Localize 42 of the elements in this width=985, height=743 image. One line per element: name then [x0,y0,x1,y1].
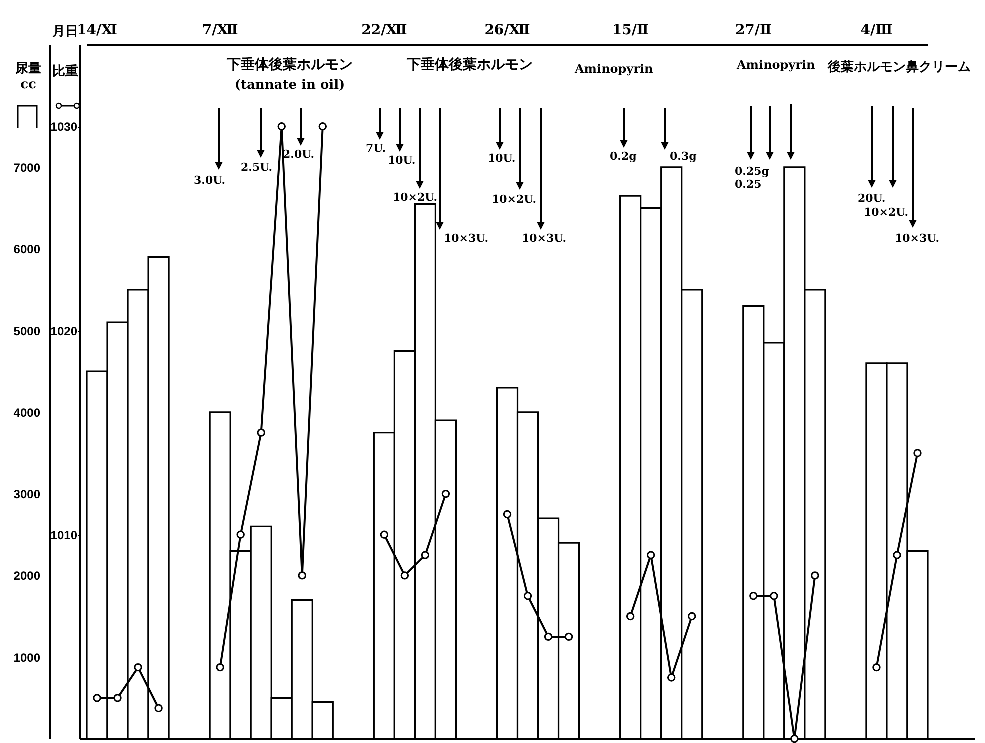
annotation: 10×3U. [522,232,567,245]
x-tick-label: 4/Ⅲ [860,22,893,38]
y-tick-label: 5000 [14,324,41,338]
annotation: 10×2U. [393,191,438,204]
annotation: 0.25 [735,178,762,191]
x-tick-label: 27/Ⅱ [735,22,772,38]
annotation: 20U. [858,192,886,205]
annotation: 10×2U. [492,193,537,206]
y-tick-label: 6000 [14,242,41,257]
x-tick-label: 26/Ⅻ [484,22,530,38]
annotation: 0.25g [735,165,770,178]
annotation: 3.0U. [194,174,226,187]
annotation: Aminopyrin [575,62,654,76]
y2-axis-title: 比重 [52,64,78,80]
x-tick-label: 7/Ⅻ [202,22,238,38]
annotation: 下垂体後葉ホルモン [227,56,353,74]
annotation: 10U. [488,152,516,165]
y-axis-title: 尿量 cc [14,62,42,92]
annotation: 10×3U. [895,232,940,245]
x-tick-label: 14/Ⅺ [77,22,118,38]
annotation: 7U. [366,142,386,155]
y2-tick-label: 1020 [50,324,78,338]
annotation: Aminopyrin [737,58,816,72]
y2-tick-label: 1010 [50,528,78,542]
annotation: 後葉ホルモン鼻クリーム [828,59,971,76]
annotation: 下垂体後葉ホルモン [407,56,533,74]
y-tick-label: 2000 [14,569,41,584]
x-tick-label: 15/Ⅱ [612,22,649,38]
annotation: 10×2U. [864,206,909,219]
annotation: 0.3g [670,150,697,163]
annotation: 0.2g [610,150,637,163]
annotation: 10U. [388,154,416,167]
y-tick-label: 3000 [14,488,41,502]
y-tick-label: 1000 [14,650,41,665]
y2-tick-label: 1030 [50,120,78,134]
annotation: (tannate in oil) [234,78,346,93]
annotation: 2.5U. [241,161,273,174]
y-tick-label: 4000 [14,406,41,420]
annotation: 10×3U. [444,232,489,245]
x-axis-title: 月日 [52,24,78,40]
x-tick-label: 22/Ⅻ [362,22,408,38]
y-tick-label: 7000 [14,160,41,175]
